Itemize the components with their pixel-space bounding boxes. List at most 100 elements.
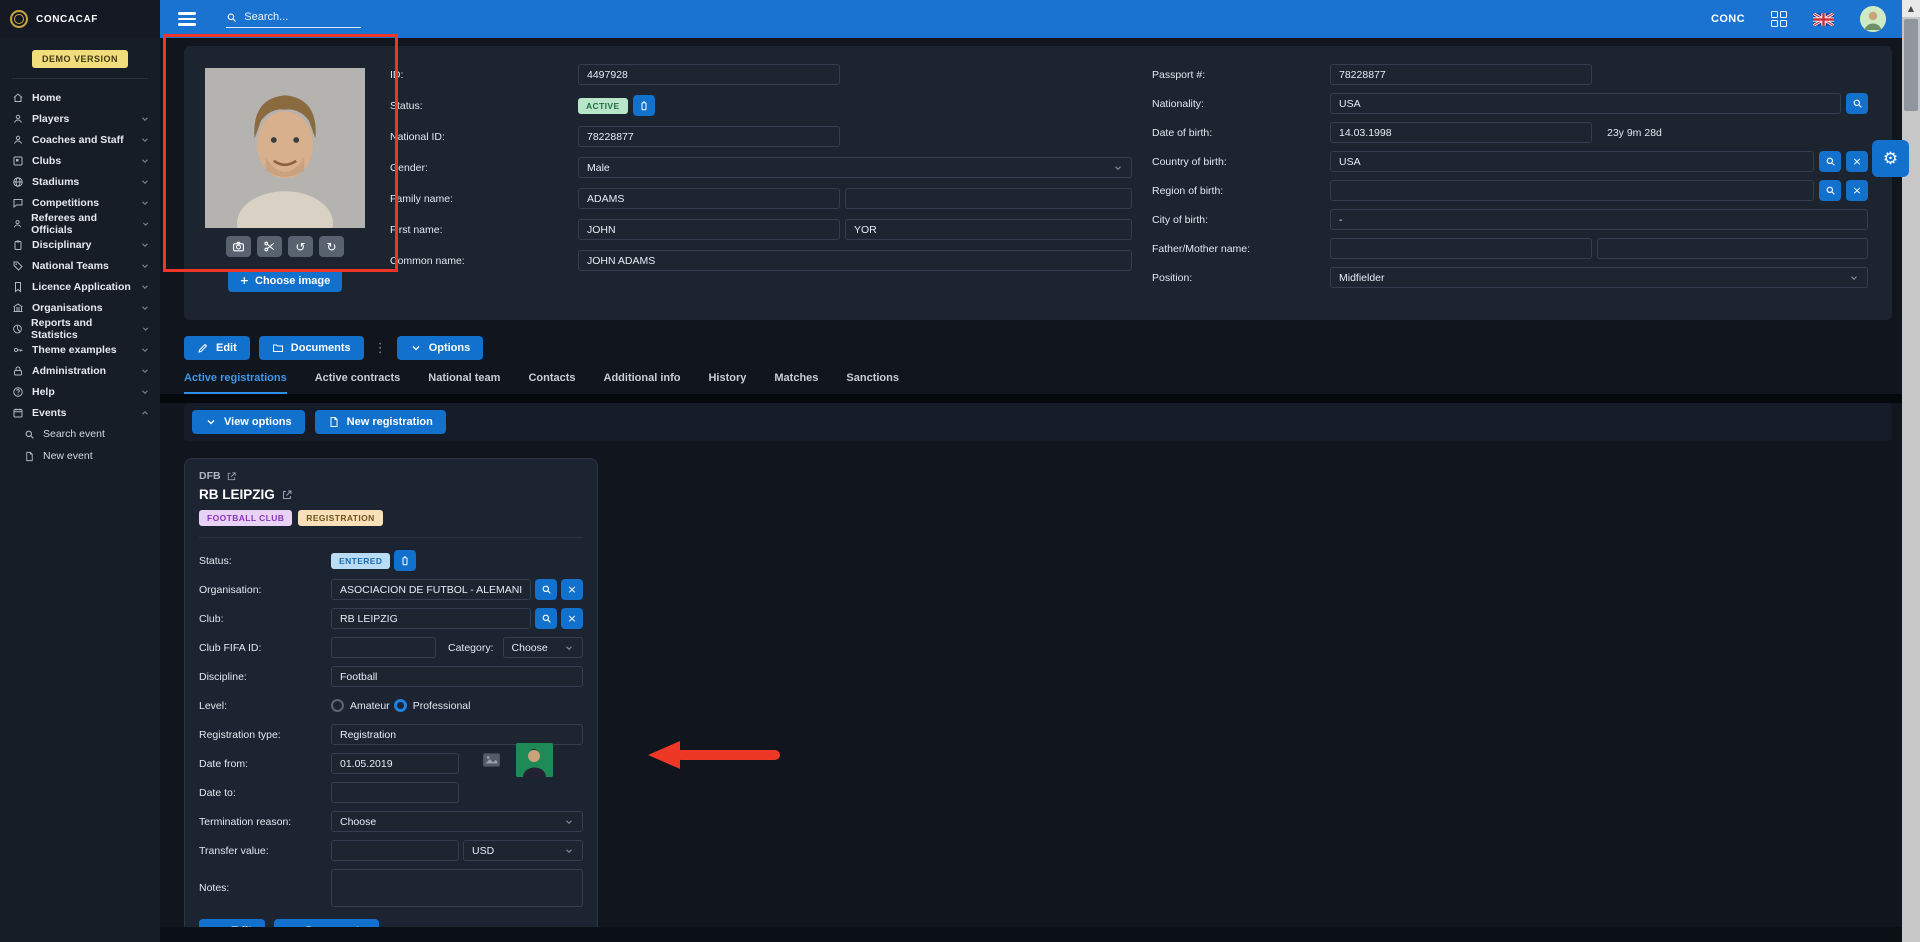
date-from-field[interactable]: [331, 753, 459, 774]
sidebar-item-stadiums[interactable]: Stadiums: [0, 171, 160, 192]
club-field[interactable]: [331, 608, 531, 629]
status-history-button[interactable]: [632, 95, 655, 116]
photo-rotate-left-button[interactable]: ↺: [288, 236, 313, 257]
edit-button[interactable]: Edit: [184, 336, 250, 360]
chevron-down-icon: [141, 263, 149, 268]
organisation-clear-button[interactable]: ×: [561, 579, 583, 600]
level-professional-radio[interactable]: Professional: [393, 699, 470, 712]
club-label: Club:: [199, 612, 224, 625]
mother-name-field[interactable]: [1597, 238, 1868, 259]
common-name-field[interactable]: [578, 250, 1132, 271]
image-placeholder-icon[interactable]: [480, 750, 503, 770]
region-clear-button[interactable]: ×: [1846, 180, 1868, 201]
reg-status-history-button[interactable]: [394, 550, 417, 571]
tab-active-contracts[interactable]: Active contracts: [314, 372, 401, 384]
tab-contacts[interactable]: Contacts: [528, 372, 576, 384]
position-select[interactable]: Midfielder: [1330, 267, 1868, 288]
tab-matches[interactable]: Matches: [774, 372, 819, 384]
country-search-button[interactable]: [1819, 151, 1841, 172]
sidebar-item-home[interactable]: Home: [0, 87, 160, 108]
country-of-birth-field[interactable]: [1330, 151, 1814, 172]
documents-button[interactable]: Documents: [258, 336, 364, 360]
view-options-button[interactable]: View options: [192, 410, 305, 434]
search-input[interactable]: [244, 11, 361, 23]
sidebar-item-new-event[interactable]: New event: [0, 445, 160, 467]
sidebar-item-disciplinary[interactable]: Disciplinary: [0, 234, 160, 255]
photo-crop-button[interactable]: [257, 236, 282, 257]
sidebar-item-national-teams[interactable]: National Teams: [0, 255, 160, 276]
apps-grid-icon[interactable]: [1771, 11, 1787, 27]
dob-field[interactable]: [1330, 122, 1592, 143]
language-flag-icon[interactable]: [1813, 12, 1834, 26]
photo-camera-button[interactable]: [226, 236, 251, 257]
first-name-field-2[interactable]: [845, 219, 1132, 240]
new-registration-button[interactable]: New registration: [314, 410, 446, 434]
club-clear-button[interactable]: ×: [561, 608, 583, 629]
registration-thumbnails: [480, 743, 553, 777]
family-name-field-2[interactable]: [845, 188, 1132, 209]
category-select[interactable]: Choose: [502, 637, 583, 658]
national-id-field[interactable]: [578, 126, 840, 147]
id-field[interactable]: [578, 64, 840, 85]
sidebar-item-competitions[interactable]: Competitions: [0, 192, 160, 213]
termination-reason-select[interactable]: Choose: [331, 811, 583, 832]
region-search-button[interactable]: [1819, 180, 1841, 201]
sidebar-item-events[interactable]: Events: [0, 402, 160, 423]
passport-field[interactable]: [1330, 64, 1592, 85]
level-amateur-radio[interactable]: Amateur: [331, 699, 390, 712]
sidebar-item-organisations[interactable]: Organisations: [0, 297, 160, 318]
category-label: Category:: [448, 641, 494, 654]
user-avatar[interactable]: [1860, 6, 1886, 32]
photo-rotate-right-button[interactable]: ↻: [319, 236, 344, 257]
file-icon: [330, 417, 338, 427]
registration-type-field[interactable]: [331, 724, 583, 745]
country-clear-button[interactable]: ×: [1846, 151, 1868, 172]
vertical-scrollbar[interactable]: ▲: [1902, 0, 1920, 942]
club-fifa-id-field[interactable]: [331, 637, 436, 658]
sidebar-item-theme-examples[interactable]: Theme examples: [0, 339, 160, 360]
tab-national-team[interactable]: National team: [428, 372, 501, 384]
family-name-field[interactable]: [578, 188, 840, 209]
date-to-field[interactable]: [331, 782, 459, 803]
scrollbar-thumb[interactable]: [1904, 19, 1918, 111]
card-org-code: DFB: [199, 470, 221, 482]
external-link-icon[interactable]: [281, 489, 293, 501]
discipline-field[interactable]: [331, 666, 583, 687]
organisation-field[interactable]: [331, 579, 531, 600]
sidebar-item-reports-and-statistics[interactable]: Reports and Statistics: [0, 317, 160, 341]
sidebar-item-clubs[interactable]: Clubs: [0, 150, 160, 171]
father-name-field[interactable]: [1330, 238, 1592, 259]
sidebar-item-coaches-and-staff[interactable]: Coaches and Staff: [0, 129, 160, 150]
tab-active-registrations[interactable]: Active registrations: [184, 372, 287, 394]
settings-fab-button[interactable]: ⚙: [1872, 140, 1909, 177]
club-search-button[interactable]: [535, 608, 557, 629]
transfer-value-field[interactable]: [331, 840, 459, 861]
sidebar-item-administration[interactable]: Administration: [0, 360, 160, 381]
currency-select[interactable]: USD: [463, 840, 583, 861]
more-options-icon[interactable]: ⋮: [373, 340, 387, 356]
external-link-icon[interactable]: [226, 471, 237, 482]
level-label: Level:: [199, 699, 228, 712]
scroll-up-button[interactable]: ▲: [1902, 0, 1920, 17]
nationality-search-button[interactable]: [1846, 93, 1868, 114]
choose-image-button[interactable]: + Choose image: [227, 269, 343, 292]
organisation-search-button[interactable]: [535, 579, 557, 600]
city-of-birth-field[interactable]: [1330, 209, 1868, 230]
gender-select[interactable]: Male: [578, 157, 1132, 178]
sidebar-item-referees-and-officials[interactable]: Referees and Officials: [0, 212, 160, 236]
sidebar-item-players[interactable]: Players: [0, 108, 160, 129]
first-name-field[interactable]: [578, 219, 840, 240]
sidebar-item-help[interactable]: Help: [0, 381, 160, 402]
tab-sanctions[interactable]: Sanctions: [846, 372, 899, 384]
options-button[interactable]: Options: [396, 336, 484, 360]
sidebar-item-licence-application[interactable]: Licence Application: [0, 276, 160, 297]
nationality-field[interactable]: [1330, 93, 1841, 114]
tab-history[interactable]: History: [708, 372, 747, 384]
menu-toggle-icon[interactable]: [178, 12, 196, 26]
tab-additional-info[interactable]: Additional info: [603, 372, 681, 384]
region-of-birth-field[interactable]: [1330, 180, 1814, 201]
position-label: Position:: [1152, 271, 1193, 284]
notes-field[interactable]: [331, 869, 583, 907]
sidebar-item-search-event[interactable]: Search event: [0, 423, 160, 445]
player-thumbnail-image[interactable]: [516, 743, 553, 777]
